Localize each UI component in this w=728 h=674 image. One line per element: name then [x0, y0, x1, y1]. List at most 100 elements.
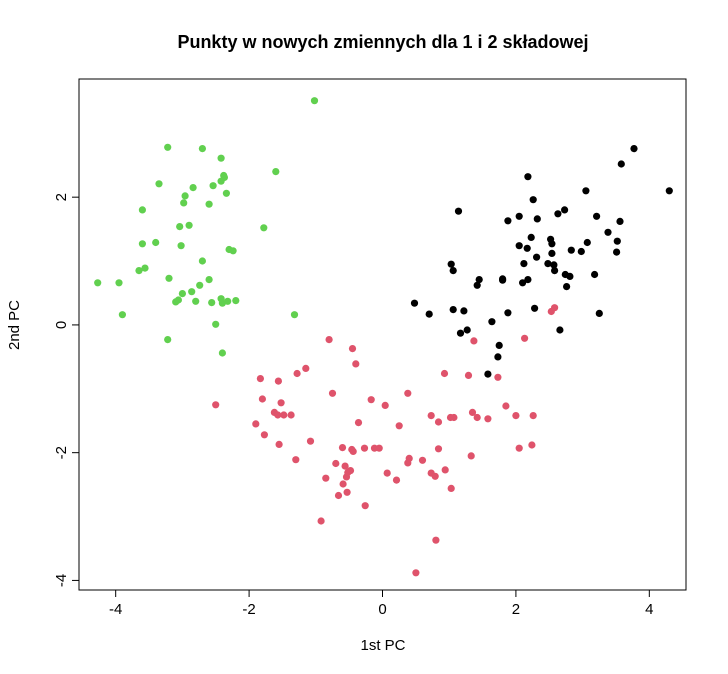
data-point — [550, 261, 558, 269]
y-axis: -4 -2 0 2 — [53, 193, 80, 587]
data-point — [217, 154, 225, 162]
y-tick-label: -4 — [53, 574, 70, 587]
data-point — [494, 373, 502, 381]
data-point — [440, 369, 449, 378]
data-point — [604, 228, 612, 236]
data-point — [441, 466, 449, 474]
data-point — [425, 310, 433, 318]
data-point — [138, 206, 146, 214]
data-point — [287, 411, 295, 419]
data-point — [192, 297, 200, 305]
x-tick-label: -2 — [242, 601, 255, 618]
data-point — [613, 248, 621, 256]
data-point — [165, 274, 173, 282]
data-point — [529, 196, 537, 204]
x-axis: -4 -2 0 2 4 — [109, 589, 653, 618]
data-point — [164, 143, 172, 151]
data-point — [176, 223, 184, 231]
y-axis-label: 2nd PC — [6, 300, 23, 350]
data-point — [208, 299, 216, 307]
data-point — [404, 459, 412, 467]
data-point — [533, 253, 541, 261]
data-point — [456, 329, 465, 337]
x-tick-label: 4 — [645, 601, 653, 618]
data-point — [519, 279, 527, 287]
x-axis-label: 1st PC — [360, 637, 405, 654]
data-point — [367, 396, 375, 404]
data-point — [138, 240, 146, 248]
data-point — [431, 472, 439, 480]
data-point — [515, 242, 523, 250]
data-point — [292, 456, 300, 464]
data-point — [275, 440, 283, 448]
data-point — [473, 413, 481, 422]
data-point — [630, 145, 638, 153]
data-point — [381, 401, 389, 409]
data-point — [412, 569, 420, 577]
data-point — [174, 296, 182, 304]
data-point — [274, 377, 282, 385]
data-point — [338, 444, 347, 452]
data-point — [548, 240, 556, 248]
data-point — [468, 408, 477, 416]
x-tick-label: 2 — [512, 601, 520, 618]
data-point — [520, 260, 528, 268]
data-point — [260, 431, 268, 439]
data-point — [551, 267, 559, 275]
plot-frame — [78, 78, 687, 591]
series-3 — [410, 145, 673, 378]
data-point — [495, 341, 503, 349]
data-point — [527, 233, 535, 241]
data-point — [212, 320, 220, 328]
data-point — [512, 412, 520, 420]
data-point — [473, 281, 481, 289]
data-point — [164, 336, 172, 344]
data-point — [434, 418, 443, 426]
data-point — [349, 447, 357, 455]
data-point — [260, 224, 268, 232]
data-point — [383, 469, 391, 477]
data-point — [222, 189, 230, 197]
data-point — [523, 244, 531, 252]
data-point — [180, 199, 188, 207]
data-point — [467, 452, 475, 460]
y-tick-label: 0 — [53, 321, 70, 329]
data-point — [343, 488, 351, 496]
data-point — [528, 441, 536, 449]
data-point — [332, 459, 340, 468]
data-point — [354, 419, 363, 427]
data-point — [217, 295, 225, 303]
data-point — [375, 444, 383, 452]
data-point — [504, 217, 512, 225]
chart-title: Punkty w nowych zmiennych dla 1 i 2 skła… — [177, 32, 588, 52]
data-point — [155, 180, 163, 188]
data-point — [613, 237, 621, 245]
points-layer — [94, 97, 673, 577]
data-point — [152, 238, 160, 247]
data-point — [302, 364, 310, 372]
data-point — [277, 399, 285, 407]
data-point — [484, 370, 492, 378]
data-point — [141, 264, 149, 272]
data-point — [198, 145, 206, 153]
data-point — [410, 299, 419, 307]
data-point — [434, 445, 443, 453]
data-point — [220, 173, 228, 181]
data-point — [322, 474, 330, 482]
data-point — [360, 444, 369, 452]
y-tick-label: 2 — [53, 193, 70, 201]
data-point — [563, 283, 571, 291]
data-point — [449, 306, 457, 314]
data-point — [205, 200, 213, 208]
data-point — [290, 311, 299, 319]
data-point — [115, 279, 123, 287]
data-point — [515, 212, 523, 220]
series-2 — [212, 304, 559, 577]
data-point — [196, 281, 204, 289]
data-point — [341, 462, 349, 470]
data-point — [551, 304, 559, 312]
data-point — [205, 276, 213, 284]
data-point — [577, 247, 585, 256]
data-point — [529, 412, 537, 420]
